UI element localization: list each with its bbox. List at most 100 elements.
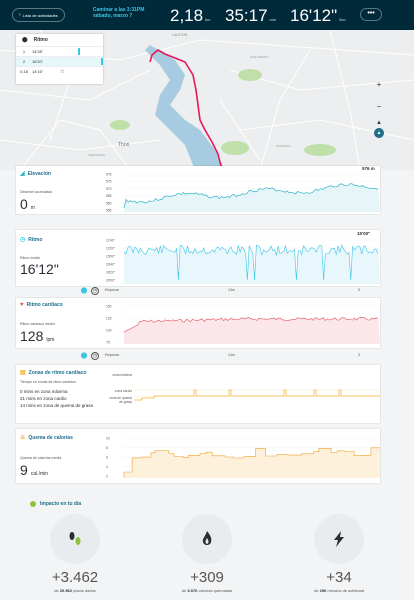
elevation-y-tick: 570 [106,187,112,191]
distance-stat: 2,18 km [170,6,210,26]
elevation-y-tick: 555 [106,209,112,213]
terrain-icon[interactable]: ▲ [376,120,382,126]
back-to-activities-button[interactable]: ‹ Lista de actividades [12,8,65,22]
pace-chart[interactable]: 11'40" 13'20" 15'00" 16'40" 18'20" 20'00" [106,236,380,284]
time-axis-label: 3 [358,353,360,357]
heartrate-y-tick: 125 [106,317,112,321]
elevation-y-tick: 576 [106,173,112,177]
heart-icon: ♥ [20,302,24,308]
calories-title: ♨ Quema de calorías [20,434,73,442]
calories-sub-label: Quema de calorías media [20,456,62,460]
zones-sub-label: Tiempo en zonas de ritmo cardíaco [20,380,77,384]
zone-tick: zona de quema de grasa [109,396,132,404]
zone-tick: zona máxima [112,373,132,377]
map-label: VERGARAN [88,153,105,157]
heartrate-value: 128 [20,328,44,344]
hr-zones-chart[interactable] [134,368,380,420]
time-axis-label: 3 [358,288,360,292]
pin-icon[interactable]: ⬤ [80,353,88,359]
elevation-value-wrap: 0 m [20,196,35,212]
pace-max-label: 15'00" [357,231,371,236]
impact-detail: de 3.976 calorías quemadas [181,588,233,593]
calories-y-tick: 6 [106,456,108,460]
elevation-chart[interactable]: 576 575 570 565 560 555 [106,170,380,214]
pace-unit: /km [339,17,346,22]
pace-y-tick: 20'00" [106,279,116,283]
clock-icon: ◷ [20,237,26,243]
time-axis-label: Empezar [105,353,120,357]
impact-title: Impacto en tu día [30,501,81,507]
split-km: 0,18 [20,69,28,74]
impact-calories: +309 de 3.976 calorías quemadas [142,514,272,593]
pace-stat: 16'12" /km [290,6,346,26]
split-km: 2 [22,59,26,64]
heartrate-time-axis: Empezar 14m 3 [80,352,380,360]
split-time: 16'20" [32,59,44,64]
zoom-out-button[interactable]: − [376,102,382,111]
heartrate-chart[interactable]: 150 125 100 75 [106,302,380,346]
pace-y-tick: 11'40" [106,239,116,243]
pace-y-tick: 15'00" [106,255,116,259]
pace-y-tick: 18'20" [106,271,116,275]
duration-value: 35:17 [225,6,268,25]
clock-toggle-icon[interactable]: ◷ [91,352,99,360]
flame-icon: ♨ [20,435,26,441]
split-row[interactable]: 1 14'28" [16,46,103,56]
zoom-in-button[interactable]: + [376,80,382,89]
leaf-icon [30,501,36,507]
heartrate-title-text: Ritmo cardíaco [26,302,63,308]
split-bar [101,58,103,65]
duration-stat: 35:17 min [225,6,276,26]
more-options-button[interactable]: ••• [360,8,382,21]
time-axis-label: 14m [228,288,235,292]
split-row[interactable]: 2 16'20" [16,56,103,66]
calories-y-tick: 10 [106,437,110,441]
elevation-max-label: 576 m [362,166,375,171]
pace-value: 16'12" [290,6,338,25]
impact-value: +3.462 [51,569,99,586]
elevation-value: 0 [20,196,28,212]
bolt-icon [314,514,364,564]
elevation-title-text: Elevación [27,170,51,177]
elevation-sub-label: Desnivel acumulado [20,190,53,194]
zone-line: 21 mins en zona cardio [20,396,67,401]
pace-line [123,244,379,281]
map-label: HONDACA [276,144,291,148]
elevation-unit: m [30,205,35,211]
zone-tick: zona cardio [114,389,132,393]
elevation-line [123,183,379,209]
impact-title-text: Impacto en tu día [40,501,82,507]
pace-y-tick: 16'40" [106,263,116,267]
pin-icon[interactable]: ⬤ [80,288,88,294]
recenter-icon[interactable]: ▲ [374,128,384,138]
map-label: Thon [118,142,130,148]
top-bar: ‹ Lista de actividades Caminar a las 3:3… [0,0,414,30]
zones-icon: ▤ [20,370,26,376]
time-axis-label: Empezar [105,288,120,292]
workout-title: Caminar a las 3:31PM sábado, marzo 7 [93,7,145,19]
zone-line: 0 mins en zona máxima [20,389,68,394]
calories-chart[interactable]: 10 8 6 4 2 [106,434,380,480]
pace-value: 16'12" [20,261,59,277]
split-km: 1 [22,49,26,54]
heartrate-y-tick: 75 [106,341,110,345]
pace-y-tick: 13'20" [106,247,116,251]
pace-title-text: Ritmo [28,236,43,243]
chevron-left-icon: ‹ [19,12,21,18]
pace-title: ◷ Ritmo [20,236,43,244]
heartrate-sub-label: Ritmo cardíaco medio [20,322,55,326]
impact-steps: +3.462 de 20.562 pasos dados [10,514,140,593]
heartrate-line [123,317,379,333]
elevation-title: ◢ Elevación [20,170,51,178]
impact-value: +34 [326,569,352,586]
map-label: LAUTION [172,33,188,37]
hr-zones-panel [16,365,380,423]
clock-toggle-icon[interactable]: ◷ [91,287,99,295]
calories-unit: cal./min [30,471,49,477]
split-row[interactable]: 0,18 14'15" ☆ [16,66,103,76]
impact-active-minutes: +34 de 296 minutos de actividad [274,514,404,593]
calories-line [123,447,380,478]
pin-icon: ⬤ [22,37,28,43]
distance-unit: km [205,17,211,22]
heartrate-value-wrap: 128 lpm [20,328,54,344]
